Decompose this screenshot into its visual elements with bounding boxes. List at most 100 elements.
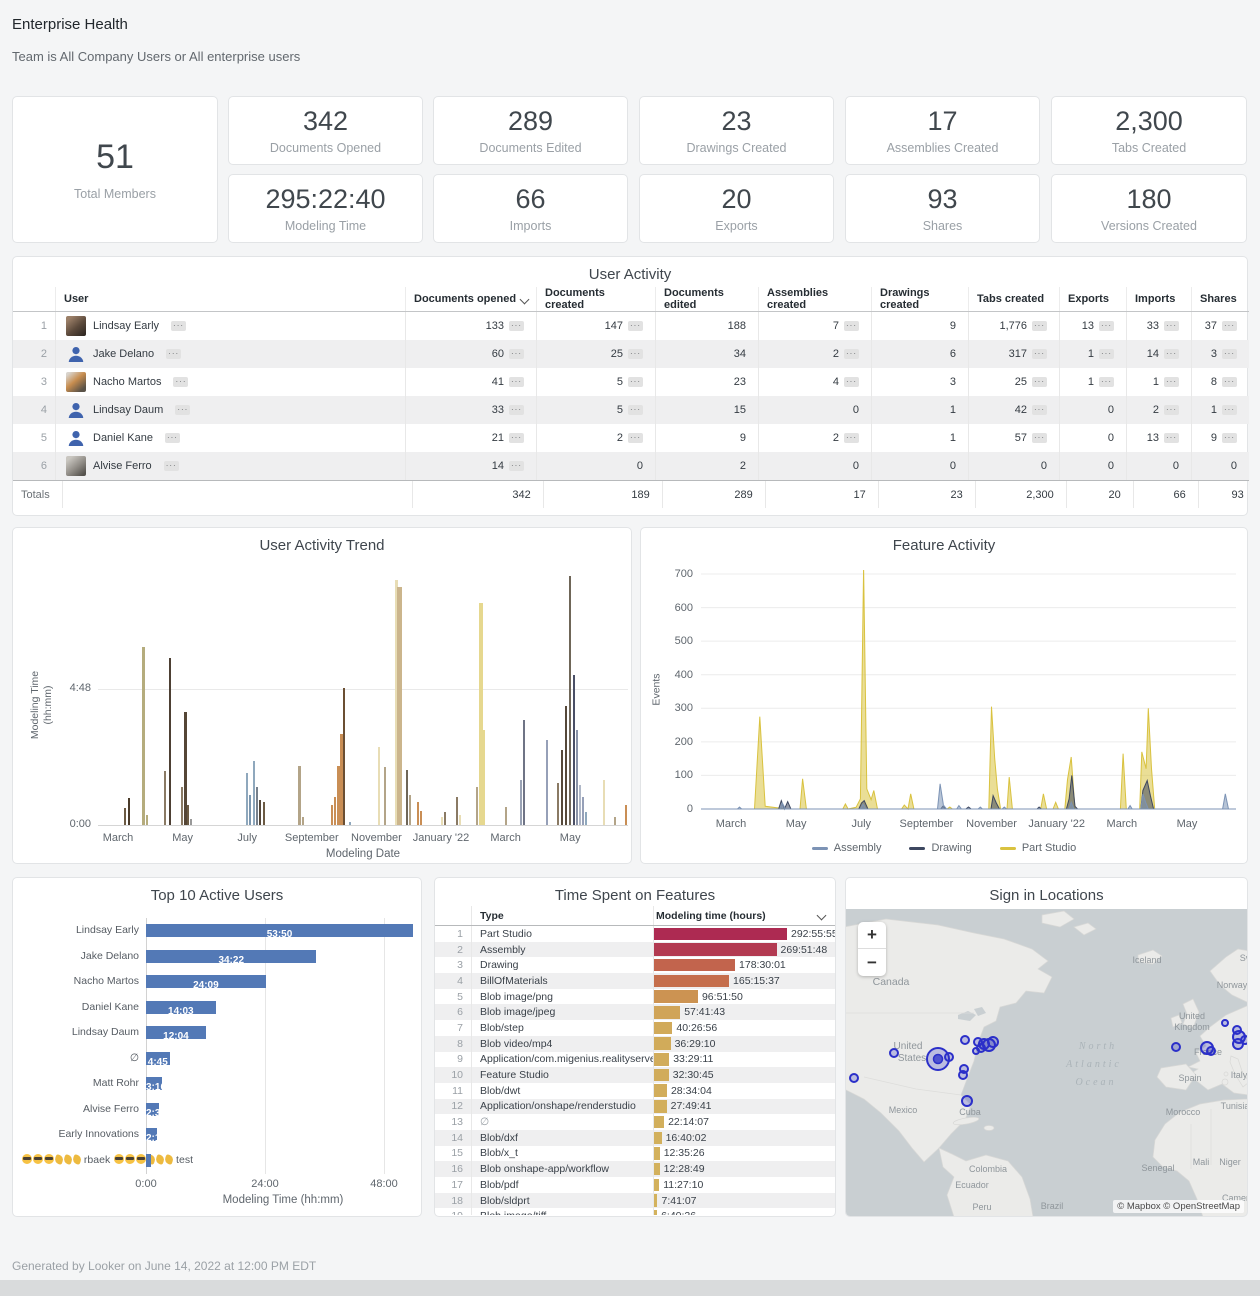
legend-item[interactable]: Assembly (811, 842, 881, 854)
cell-menu-icon[interactable]: ··· (163, 461, 179, 471)
kpi-tile[interactable]: 2,300 Tabs Created (1051, 96, 1247, 165)
cell-menu-icon[interactable]: ··· (509, 433, 524, 443)
map-marker[interactable] (960, 1035, 970, 1045)
time-bar[interactable] (654, 943, 777, 956)
cell-menu-icon[interactable]: ··· (173, 377, 189, 387)
kpi-tile-total-members[interactable]: 51 Total Members (12, 96, 218, 243)
cell-menu-icon[interactable]: ··· (1032, 405, 1047, 415)
cell-menu-icon[interactable]: ··· (175, 405, 191, 415)
column-header-assemblies-created[interactable]: Assemblies created (758, 287, 871, 311)
cell-menu-icon[interactable]: ··· (1164, 349, 1179, 359)
cell-menu-icon[interactable]: ··· (844, 433, 859, 443)
cell-menu-icon[interactable]: ··· (628, 405, 643, 415)
user-cell[interactable]: Daniel Kane ··· (55, 424, 405, 452)
zoom-in-button[interactable]: + (858, 922, 886, 949)
time-bar[interactable] (654, 990, 698, 1003)
cell-menu-icon[interactable]: ··· (628, 349, 643, 359)
kpi-tile[interactable]: 180 Versions Created (1051, 174, 1247, 243)
column-header-drawings-created[interactable]: Drawings created (871, 287, 968, 311)
cell-menu-icon[interactable]: ··· (1222, 433, 1237, 443)
zoom-out-button[interactable]: − (867, 952, 877, 972)
time-bar[interactable] (654, 1131, 662, 1145)
time-bar[interactable] (654, 1100, 667, 1113)
cell-menu-icon[interactable]: ··· (1164, 433, 1179, 443)
kpi-tile[interactable]: 66 Imports (433, 174, 628, 243)
time-bar[interactable] (654, 927, 787, 941)
time-bar[interactable] (654, 1084, 667, 1097)
cell-menu-icon[interactable]: ··· (166, 349, 182, 359)
user-activity-bar[interactable]: 3:16 (146, 1077, 163, 1090)
column-header-user[interactable]: User (55, 287, 405, 311)
column-header-tabs-created[interactable]: Tabs created (968, 287, 1059, 311)
time-bar[interactable] (654, 1037, 671, 1050)
kpi-tile[interactable]: 93 Shares (845, 174, 1040, 243)
user-activity-bar[interactable] (146, 1154, 151, 1167)
cell-menu-icon[interactable]: ··· (628, 377, 643, 387)
cell-menu-icon[interactable]: ··· (628, 321, 643, 331)
cell-menu-icon[interactable]: ··· (844, 377, 859, 387)
time-bar[interactable] (654, 958, 736, 972)
cell-menu-icon[interactable]: ··· (1222, 377, 1237, 387)
cell-menu-icon[interactable]: ··· (1222, 321, 1237, 331)
time-bar[interactable] (654, 1068, 669, 1082)
cell-menu-icon[interactable]: ··· (1164, 377, 1179, 387)
column-header-exports[interactable]: Exports (1059, 287, 1126, 311)
cell-menu-icon[interactable]: ··· (1032, 321, 1047, 331)
cell-menu-icon[interactable]: ··· (164, 433, 180, 443)
user-activity-bar[interactable]: 2:35 (146, 1103, 159, 1116)
time-bar[interactable] (654, 1209, 658, 1215)
user-activity-bar[interactable]: 2:15 (146, 1128, 158, 1141)
kpi-tile[interactable]: 289 Documents Edited (433, 96, 628, 165)
column-header-type[interactable]: Type (471, 906, 653, 925)
cell-menu-icon[interactable]: ··· (1032, 349, 1047, 359)
kpi-tile[interactable]: 295:22:40 Modeling Time (228, 174, 423, 243)
cell-menu-icon[interactable]: ··· (509, 377, 524, 387)
map-marker[interactable] (1206, 1046, 1216, 1056)
map-marker[interactable] (944, 1052, 954, 1062)
kpi-tile[interactable]: 23 Drawings Created (639, 96, 834, 165)
map-marker[interactable] (1221, 1019, 1229, 1027)
cell-menu-icon[interactable]: ··· (1099, 377, 1114, 387)
user-activity-bar[interactable]: 14:03 (146, 1001, 216, 1014)
cell-menu-icon[interactable]: ··· (1164, 405, 1179, 415)
cell-menu-icon[interactable]: ··· (509, 321, 524, 331)
cell-menu-icon[interactable]: ··· (1099, 349, 1114, 359)
kpi-tile[interactable]: 342 Documents Opened (228, 96, 423, 165)
map-marker[interactable] (1171, 1042, 1181, 1052)
column-header-imports[interactable]: Imports (1126, 287, 1191, 311)
cell-menu-icon[interactable]: ··· (1099, 321, 1114, 331)
user-activity-bar[interactable]: 24:09 (146, 975, 266, 988)
kpi-tile[interactable]: 17 Assemblies Created (845, 96, 1040, 165)
user-activity-bar[interactable]: 12:04 (146, 1026, 206, 1039)
cell-menu-icon[interactable]: ··· (1164, 321, 1179, 331)
cell-menu-icon[interactable]: ··· (844, 349, 859, 359)
time-bar[interactable] (654, 1178, 660, 1192)
legend-item[interactable]: Part Studio (999, 842, 1076, 854)
user-activity-bar[interactable]: 4:45 (146, 1052, 170, 1065)
map[interactable]: NorthAtlanticOceanCanadaUnitedStatesMexi… (846, 909, 1248, 1217)
legend-item[interactable]: Drawing (909, 842, 972, 854)
time-bar[interactable] (654, 1115, 665, 1129)
cell-menu-icon[interactable]: ··· (509, 405, 524, 415)
time-bar[interactable] (654, 1147, 660, 1160)
user-cell[interactable]: Jake Delano ··· (55, 340, 405, 368)
cell-menu-icon[interactable]: ··· (1222, 349, 1237, 359)
map-marker[interactable] (889, 1048, 899, 1058)
user-cell[interactable]: Nacho Martos ··· (55, 368, 405, 396)
cell-menu-icon[interactable]: ··· (509, 461, 524, 471)
time-bar[interactable] (654, 1162, 660, 1176)
time-bar[interactable] (654, 1053, 670, 1066)
cell-menu-icon[interactable]: ··· (844, 321, 859, 331)
user-cell[interactable]: Lindsay Early ··· (55, 312, 405, 340)
column-header-modeling-time[interactable]: Modeling time (hours) (653, 906, 835, 925)
time-bar[interactable] (654, 974, 730, 988)
column-header-shares[interactable]: Shares (1191, 287, 1249, 311)
cell-menu-icon[interactable]: ··· (171, 321, 187, 331)
column-header-documents-edited[interactable]: Documents edited (655, 287, 758, 311)
map-marker[interactable] (849, 1073, 859, 1083)
column-header-documents-created[interactable]: Documents created (536, 287, 655, 311)
user-cell[interactable]: Lindsay Daum ··· (55, 396, 405, 424)
map-marker[interactable] (1240, 1035, 1248, 1045)
cell-menu-icon[interactable]: ··· (1032, 377, 1047, 387)
cell-menu-icon[interactable]: ··· (509, 349, 524, 359)
